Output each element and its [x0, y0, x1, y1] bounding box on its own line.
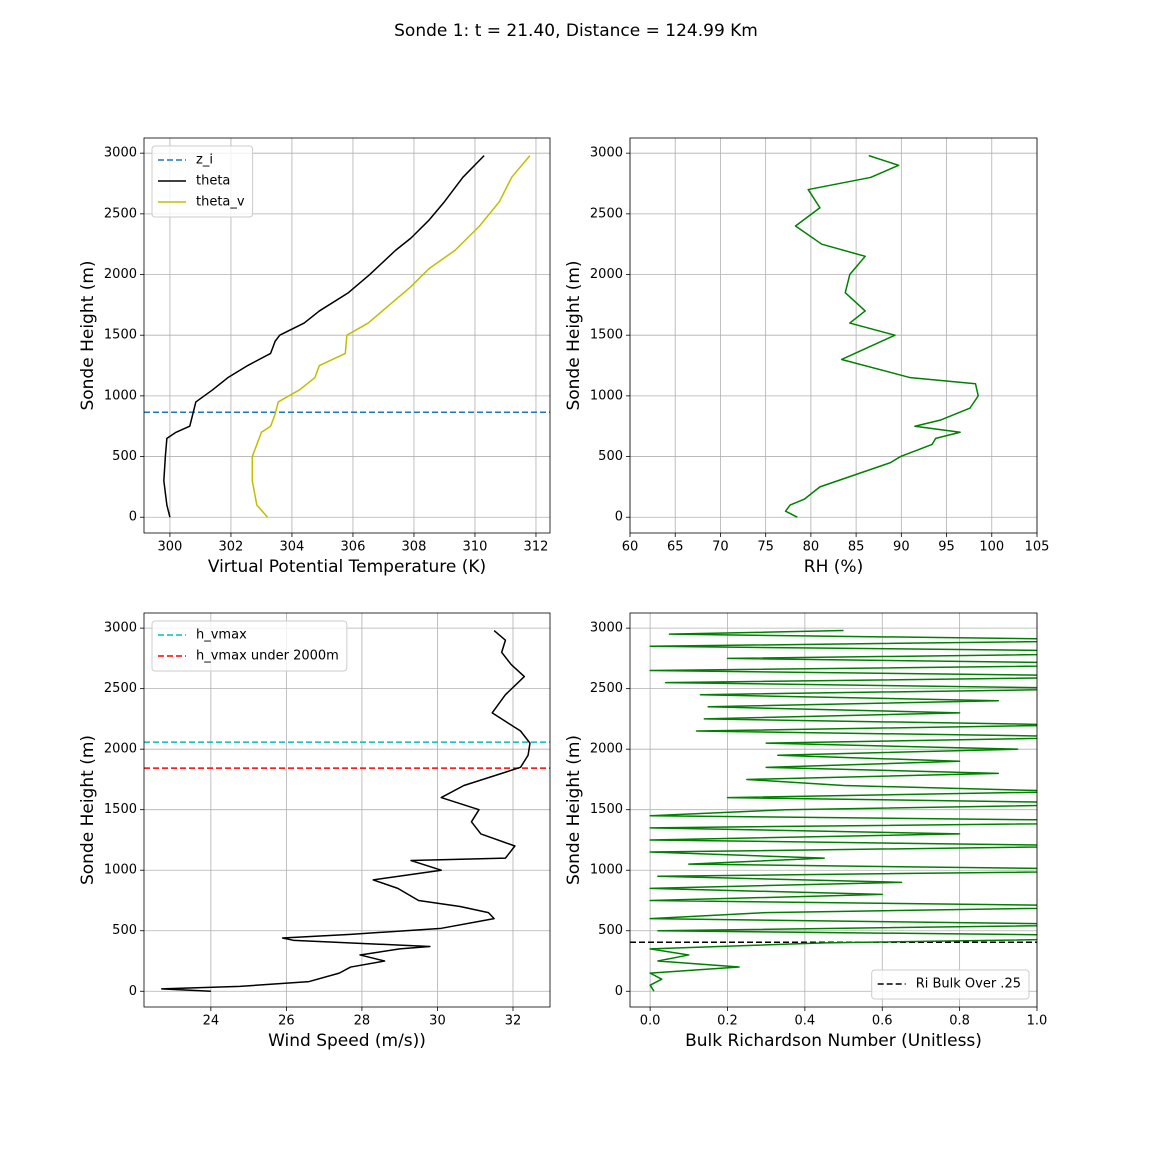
x-tick-label: 306 [341, 540, 366, 555]
y-tick-label: 1000 [590, 388, 623, 403]
y-tick-label: 3000 [590, 621, 623, 636]
x-tick-label: 300 [158, 540, 183, 555]
legend-label: Ri Bulk Over .25 [916, 977, 1021, 992]
x-tick-label: 302 [219, 540, 244, 555]
profile-line [161, 629, 531, 993]
y-tick-label: 500 [112, 449, 137, 464]
x-tick-label: 85 [848, 540, 865, 555]
y-tick-label: 2000 [590, 267, 623, 282]
legend-box [871, 969, 1030, 1000]
y-tick-label: 500 [598, 923, 623, 938]
y-tick-label: 0 [129, 984, 137, 999]
x-axis-label: RH (%) [804, 557, 863, 577]
y-axis-label: Sonde Height (m) [78, 735, 98, 885]
x-tick-label: 308 [402, 540, 427, 555]
y-tick-label: 3000 [104, 621, 137, 636]
x-tick-label: 24 [203, 1014, 220, 1029]
x-tick-label: 1.0 [1027, 1014, 1048, 1029]
y-tick-label: 1000 [104, 863, 137, 878]
x-tick-label: 70 [712, 540, 729, 555]
y-tick-label: 1000 [104, 388, 137, 403]
y-tick-label: 1500 [590, 328, 623, 343]
plot-area [784, 154, 979, 518]
figure-title: Sonde 1: t = 21.40, Distance = 124.99 Km [394, 21, 758, 41]
y-tick-label: 500 [598, 449, 623, 464]
x-tick-label: 100 [979, 540, 1004, 555]
legend-box [151, 620, 348, 672]
x-tick-label: 312 [524, 540, 549, 555]
x-tick-label: 28 [354, 1014, 371, 1029]
y-tick-label: 2500 [590, 206, 623, 221]
x-tick-label: 75 [757, 540, 774, 555]
y-tick-label: 500 [112, 923, 137, 938]
y-tick-label: 2000 [104, 742, 137, 757]
plot-area [144, 155, 550, 518]
y-tick-label: 2500 [104, 681, 137, 696]
legend: h_vmax h_vmax under 2000m [151, 620, 348, 672]
axes-frame [629, 612, 1038, 1008]
x-tick-label: 105 [1025, 540, 1050, 555]
legend-label: theta [196, 174, 230, 189]
y-tick-label: 2000 [104, 267, 137, 282]
y-tick-label: 1500 [104, 802, 137, 817]
y-tick-label: 3000 [104, 146, 137, 161]
y-tick-label: 0 [129, 510, 137, 525]
x-tick-label: 32 [505, 1014, 522, 1029]
x-axis-label: Virtual Potential Temperature (K) [208, 557, 486, 577]
y-tick-label: 1500 [590, 802, 623, 817]
profile-line [649, 629, 1037, 992]
legend: Ri Bulk Over .25 [871, 969, 1030, 1000]
x-tick-label: 304 [280, 540, 305, 555]
y-tick-label: 2500 [590, 681, 623, 696]
y-tick-label: 0 [615, 984, 623, 999]
x-tick-label: 0.2 [717, 1014, 738, 1029]
legend-label: theta_v [196, 195, 245, 210]
x-tick-label: 0.6 [872, 1014, 893, 1029]
y-tick-label: 1500 [104, 328, 137, 343]
x-tick-label: 26 [278, 1014, 295, 1029]
profile-line [784, 154, 979, 518]
x-axis-label: Wind Speed (m/s)) [268, 1031, 426, 1051]
x-tick-label: 0.4 [795, 1014, 816, 1029]
legend-label: z_i [196, 153, 213, 168]
axes-frame [143, 137, 551, 534]
x-tick-label: 95 [938, 540, 955, 555]
y-tick-label: 0 [615, 510, 623, 525]
y-axis-label: Sonde Height (m) [564, 260, 584, 410]
plot-area [144, 629, 550, 993]
x-tick-label: 30 [429, 1014, 446, 1029]
legend-label: h_vmax under 2000m [196, 649, 339, 664]
y-tick-label: 3000 [590, 146, 623, 161]
axes-frame [143, 612, 551, 1008]
axes-frame [629, 137, 1038, 534]
y-tick-label: 1000 [590, 863, 623, 878]
legend-label: h_vmax [196, 628, 247, 643]
y-tick-label: 2000 [590, 742, 623, 757]
x-tick-label: 0.0 [640, 1014, 661, 1029]
plot-area [630, 629, 1037, 992]
profile-line [163, 155, 485, 518]
y-tick-label: 2500 [104, 206, 137, 221]
x-tick-label: 310 [463, 540, 488, 555]
x-tick-label: 65 [667, 540, 684, 555]
legend-box [151, 145, 254, 218]
x-tick-label: 0.8 [949, 1014, 970, 1029]
profile-line [251, 155, 531, 518]
x-tick-label: 80 [803, 540, 820, 555]
y-axis-label: Sonde Height (m) [564, 735, 584, 885]
x-tick-label: 60 [622, 540, 639, 555]
x-axis-label: Bulk Richardson Number (Unitless) [685, 1031, 982, 1051]
y-axis-label: Sonde Height (m) [78, 260, 98, 410]
x-tick-label: 90 [893, 540, 910, 555]
